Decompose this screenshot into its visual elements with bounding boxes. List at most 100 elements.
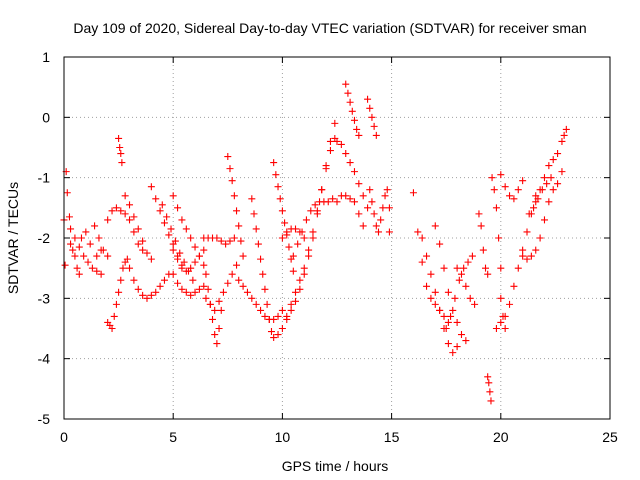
data-point — [322, 165, 330, 173]
data-point — [423, 282, 431, 290]
data-point — [237, 237, 245, 245]
data-point — [457, 270, 465, 278]
data-point — [501, 312, 509, 320]
data-point — [187, 264, 195, 272]
data-point — [270, 334, 278, 342]
data-point — [501, 325, 509, 332]
data-point — [532, 246, 540, 254]
data-point — [355, 210, 363, 218]
data-point — [305, 252, 313, 260]
y-axis-label: SDTVAR / TECUs — [5, 182, 21, 294]
data-point — [431, 222, 439, 230]
data-point — [139, 246, 147, 254]
data-point — [259, 270, 267, 278]
data-point — [97, 246, 105, 254]
data-point — [69, 246, 77, 254]
data-point — [160, 219, 168, 227]
data-point — [156, 282, 164, 290]
data-point — [431, 288, 439, 296]
y-axis-tick-labels: 1 0 -1 -2 -3 -4 -5 — [38, 49, 51, 427]
data-point — [147, 183, 155, 191]
data-point — [285, 243, 293, 251]
data-point — [169, 192, 177, 200]
data-point — [359, 192, 367, 200]
data-point — [257, 255, 265, 263]
data-point — [292, 297, 300, 305]
data-point — [200, 246, 208, 254]
data-point — [364, 204, 372, 212]
data-point — [248, 294, 256, 302]
data-point — [215, 297, 223, 305]
data-point — [296, 285, 304, 293]
data-point — [302, 216, 310, 224]
y-tick-label: -2 — [38, 230, 51, 246]
data-point — [119, 264, 127, 272]
data-point — [276, 195, 284, 203]
data-point — [75, 243, 83, 251]
y-tick-label: 0 — [42, 109, 50, 125]
data-point — [501, 183, 509, 191]
data-point — [318, 186, 326, 194]
y-tick-label: -4 — [38, 351, 51, 367]
data-point — [104, 216, 112, 224]
data-point — [497, 294, 505, 302]
data-point — [93, 267, 101, 275]
data-point — [436, 306, 444, 314]
data-point — [543, 180, 551, 188]
data-point — [230, 192, 238, 200]
data-point — [219, 288, 227, 296]
data-point — [497, 318, 505, 326]
data-point — [152, 288, 160, 296]
data-point — [200, 282, 208, 290]
data-point — [333, 137, 341, 145]
data-point — [254, 240, 262, 248]
data-point — [331, 119, 339, 127]
data-point — [174, 255, 182, 263]
data-point — [350, 168, 358, 176]
data-point — [547, 174, 555, 182]
data-point — [121, 192, 129, 200]
data-point — [88, 264, 96, 272]
data-point — [270, 159, 278, 167]
data-point — [263, 300, 271, 308]
data-point — [171, 237, 179, 245]
x-tick-label: 0 — [60, 429, 68, 445]
data-point — [540, 216, 548, 224]
data-point — [152, 195, 160, 203]
data-point — [355, 131, 363, 139]
data-point — [121, 210, 129, 218]
data-point — [158, 201, 166, 209]
data-point — [61, 261, 69, 269]
data-point — [226, 237, 234, 245]
data-point — [211, 306, 219, 314]
data-point — [350, 198, 358, 206]
axis-ticks — [63, 56, 611, 420]
data-point — [444, 340, 452, 348]
data-point — [344, 89, 352, 97]
data-point — [93, 252, 101, 260]
data-point — [174, 279, 182, 287]
data-point — [497, 264, 505, 272]
data-point — [130, 213, 138, 221]
data-point — [453, 343, 461, 351]
data-point — [143, 294, 151, 302]
data-point — [554, 150, 562, 158]
data-point — [348, 107, 356, 115]
data-point — [274, 183, 282, 191]
data-point — [213, 340, 221, 348]
data-point — [257, 306, 265, 314]
data-point — [519, 246, 527, 254]
data-point — [385, 204, 393, 212]
data-point — [95, 234, 103, 242]
data-point — [75, 270, 83, 278]
data-point — [117, 150, 125, 158]
data-point — [337, 140, 345, 148]
data-point — [272, 171, 280, 179]
data-point — [510, 282, 518, 290]
data-point — [265, 315, 273, 323]
data-point — [174, 204, 182, 212]
data-point — [112, 300, 120, 308]
data-point — [370, 210, 378, 218]
data-point — [366, 104, 374, 112]
